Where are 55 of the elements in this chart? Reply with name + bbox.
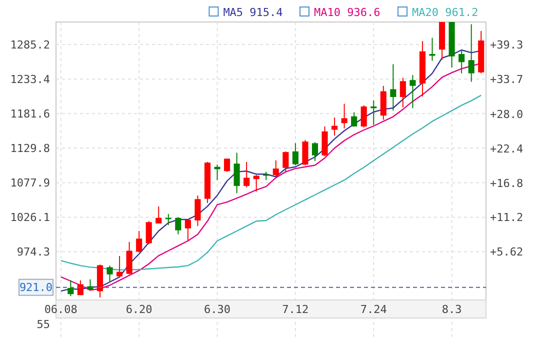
- y-tick-label: 1181.6: [10, 107, 50, 120]
- candlestick: [136, 230, 142, 253]
- candlestick: [272, 160, 279, 178]
- candlestick: [224, 158, 230, 172]
- candlestick: [468, 24, 474, 82]
- candlestick: [351, 112, 358, 127]
- candlestick: [214, 164, 220, 181]
- candlestick: [244, 161, 250, 188]
- candlestick: [194, 194, 201, 227]
- candlestick: [175, 216, 182, 235]
- candlestick: [116, 256, 123, 278]
- candlestick: [156, 206, 162, 224]
- candlestick: [234, 152, 240, 194]
- candlestick: [390, 64, 396, 112]
- candlestick: [322, 126, 328, 157]
- ref-line-label: 921.0: [19, 281, 53, 294]
- candlestick: [292, 142, 298, 166]
- y2-tick-label: +16.8: [490, 176, 524, 190]
- y2-tick-label: +22.4: [490, 142, 524, 156]
- candlestick: [312, 142, 318, 162]
- candlestick: [253, 174, 260, 192]
- y-tick-label: 974.3: [16, 246, 50, 259]
- candlestick: [184, 219, 191, 242]
- text: MA10 936.6: [314, 6, 380, 19]
- y-tick-label: 1285.2: [10, 38, 50, 52]
- y-tick-label: 1129.8: [10, 142, 50, 155]
- candlestick: [341, 103, 348, 129]
- text: MA5 915.4: [223, 6, 284, 19]
- x-tick-label: 7.12: [282, 303, 309, 316]
- candlestick: [302, 139, 308, 166]
- candlestick: [410, 74, 416, 109]
- candlestick: [146, 220, 152, 245]
- y2-tick-label: +28.0: [490, 108, 524, 121]
- text: MA20 961.2: [412, 6, 478, 19]
- x-tick-label: 7.24: [360, 303, 388, 316]
- x-tick-label: 8.3: [442, 303, 462, 316]
- x-tick-label: 6.20: [126, 303, 152, 316]
- candlestick: [282, 150, 289, 173]
- y2-tick-label: +33.7: [490, 72, 524, 86]
- y2-tick-label: +5.62: [490, 246, 524, 259]
- candlestick: [126, 241, 132, 275]
- candlestick: [106, 265, 113, 282]
- candlestick: [429, 37, 436, 62]
- y-tick-label: 1077.9: [10, 176, 50, 190]
- y2-tick-label: +11.2: [490, 211, 524, 224]
- candlestick: [400, 77, 406, 108]
- candlestick: [360, 104, 367, 128]
- y-tick-label: 1233.4: [10, 72, 50, 86]
- x-tick-label: 6.30: [204, 303, 230, 316]
- candlestick: [68, 280, 74, 297]
- candlestick: [458, 49, 465, 74]
- y2-tick-label: +39.3: [490, 38, 524, 52]
- x-tick-label: 06.08: [44, 303, 78, 316]
- y-tick-label: 1026.1: [10, 211, 50, 224]
- text: 55: [36, 318, 50, 331]
